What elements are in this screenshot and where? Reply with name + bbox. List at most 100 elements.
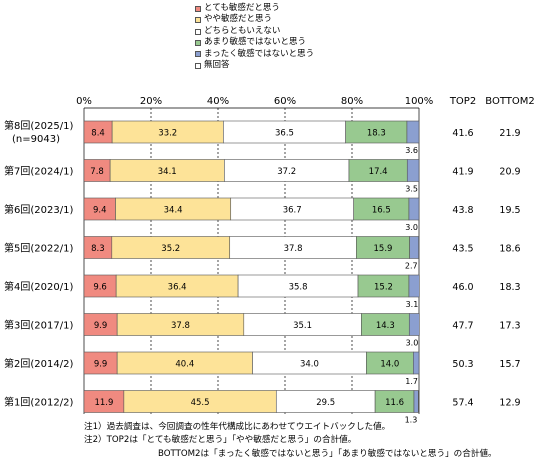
- data-label: 18.3: [367, 129, 386, 139]
- side-column-value: 19.5: [499, 205, 520, 216]
- footnote-1: 注1）過去調査は、今回調査の性年代構成比にあわせてウエイトバックした値。: [84, 422, 391, 432]
- data-label: 37.8: [284, 244, 303, 254]
- bar-segment: [409, 236, 419, 259]
- legend-label: 無回答: [204, 60, 230, 71]
- footnotes: 注1）過去調査は、今回調査の性年代構成比にあわせてウエイトバックした値。 注2）…: [84, 421, 497, 461]
- side-column-header: TOP2: [449, 96, 476, 107]
- legend-item: 無回答: [195, 60, 314, 71]
- category-label: 第8回(2025/1): [4, 119, 73, 132]
- side-column-value: 12.9: [499, 398, 520, 409]
- x-tick-label: 80%: [341, 96, 363, 107]
- legend-label: まったく敏感ではないと思う: [204, 48, 315, 59]
- side-column-value: 57.4: [452, 398, 473, 409]
- side-column-value: 41.6: [452, 128, 473, 139]
- data-label: 29.5: [316, 398, 335, 408]
- category-label: 第3回(2017/1): [4, 319, 73, 332]
- legend-label: とても敏感だと思う: [204, 3, 280, 13]
- category-label: 第5回(2022/1): [4, 242, 73, 255]
- category-label: 第1回(2012/2): [4, 396, 73, 409]
- bar-segment: [406, 120, 420, 144]
- side-column-value: 21.9: [499, 128, 520, 139]
- footnote-2: 注2）TOP2は「とても敏感だと思う」「やや敏感だと思う」の合計値。: [84, 435, 357, 446]
- data-label: 35.2: [161, 244, 180, 254]
- data-label: 35.1: [293, 321, 312, 331]
- data-label: 36.7: [283, 206, 302, 216]
- side-column-header: BOTTOM2: [485, 96, 534, 107]
- side-column-value: 18.6: [499, 244, 520, 255]
- data-label: 8.4: [91, 129, 105, 139]
- data-label: 1.3: [405, 416, 418, 425]
- data-label: 14.3: [376, 321, 395, 331]
- legend-swatch: [195, 51, 201, 58]
- category-label: 第6回(2023/1): [4, 203, 73, 216]
- legend: とても敏感だと思う やや敏感だと思う どちらともいえない あまり敏感ではないと思う まっ…: [195, 3, 314, 71]
- side-column-value: 50.3: [452, 359, 473, 370]
- data-label: 17.4: [369, 167, 388, 177]
- data-label: 45.5: [191, 398, 210, 408]
- data-label: 3.0: [405, 223, 418, 232]
- data-label: 16.5: [372, 206, 391, 216]
- side-column-value: 47.7: [452, 321, 473, 332]
- x-tick-label: 20%: [140, 96, 162, 107]
- bar-segment: [408, 313, 420, 336]
- data-label: 3.5: [405, 185, 418, 194]
- legend-swatch: [195, 17, 201, 24]
- data-label: 7.8: [90, 167, 104, 177]
- data-label: 9.9: [94, 360, 108, 370]
- data-label: 34.4: [164, 206, 183, 216]
- bar-segment: [413, 390, 419, 413]
- legend-item: あまり敏感ではないと思う: [195, 37, 314, 48]
- data-label: 2.7: [405, 262, 418, 271]
- data-label: 1.7: [405, 377, 418, 386]
- side-column-value: 41.9: [452, 167, 473, 178]
- legend-swatch: [195, 5, 201, 12]
- data-label: 15.2: [374, 283, 393, 293]
- data-label: 3.1: [406, 300, 419, 309]
- side-column-value: 17.3: [499, 321, 520, 332]
- legend-label: やや敏感だと思う: [204, 14, 273, 25]
- data-label: 9.6: [93, 283, 107, 293]
- data-label: 34.0: [300, 360, 319, 370]
- data-label: 9.4: [93, 206, 107, 216]
- bar-segment: [408, 197, 420, 221]
- legend-item: まったく敏感ではないと思う: [195, 49, 314, 60]
- category-label: 第7回(2024/1): [4, 165, 73, 178]
- side-column-value: 43.8: [452, 205, 473, 216]
- legend-swatch: [195, 28, 201, 35]
- data-label: 33.2: [158, 129, 177, 139]
- legend-item: とても敏感だと思う: [195, 3, 314, 14]
- side-column-value: 46.0: [452, 282, 473, 293]
- data-label: 37.8: [171, 321, 190, 331]
- data-label: 34.1: [158, 167, 177, 177]
- legend-item: やや敏感だと思う: [195, 14, 314, 25]
- data-label: 11.6: [385, 398, 404, 408]
- bar-segment: [408, 274, 420, 298]
- legend-item: どちらともいえない: [195, 26, 314, 37]
- side-column-value: 18.3: [499, 282, 520, 293]
- side-column-value: 20.9: [499, 167, 520, 178]
- data-label: 15.9: [374, 244, 393, 254]
- side-column-value: 43.5: [452, 244, 473, 255]
- data-label: 14.0: [380, 360, 399, 370]
- bar-segment: [406, 159, 420, 182]
- x-tick-label: 40%: [207, 96, 229, 107]
- data-label: 36.4: [168, 283, 187, 293]
- x-tick-label: 60%: [274, 96, 296, 107]
- data-label: 36.5: [275, 129, 294, 139]
- category-label: 第2回(2014/2): [4, 357, 73, 370]
- x-tick-label: 100%: [405, 96, 434, 107]
- x-tick-label: 0%: [76, 96, 92, 107]
- category-sublabel: (n=9043): [12, 134, 60, 145]
- category-label: 第4回(2020/1): [4, 280, 73, 293]
- side-column-value: 15.7: [499, 359, 520, 370]
- bar-segment: [413, 351, 420, 375]
- data-label: 8.3: [91, 244, 105, 254]
- footnote-3: BOTTOM2は「まったく敏感ではないと思う」「あまり敏感ではないと思う」の合計…: [158, 448, 497, 459]
- data-label: 9.9: [94, 321, 108, 331]
- data-label: 3.6: [405, 146, 418, 155]
- data-label: 3.0: [406, 339, 419, 348]
- data-label: 35.8: [289, 283, 308, 293]
- data-label: 11.9: [94, 398, 113, 408]
- legend-swatch: [195, 39, 201, 46]
